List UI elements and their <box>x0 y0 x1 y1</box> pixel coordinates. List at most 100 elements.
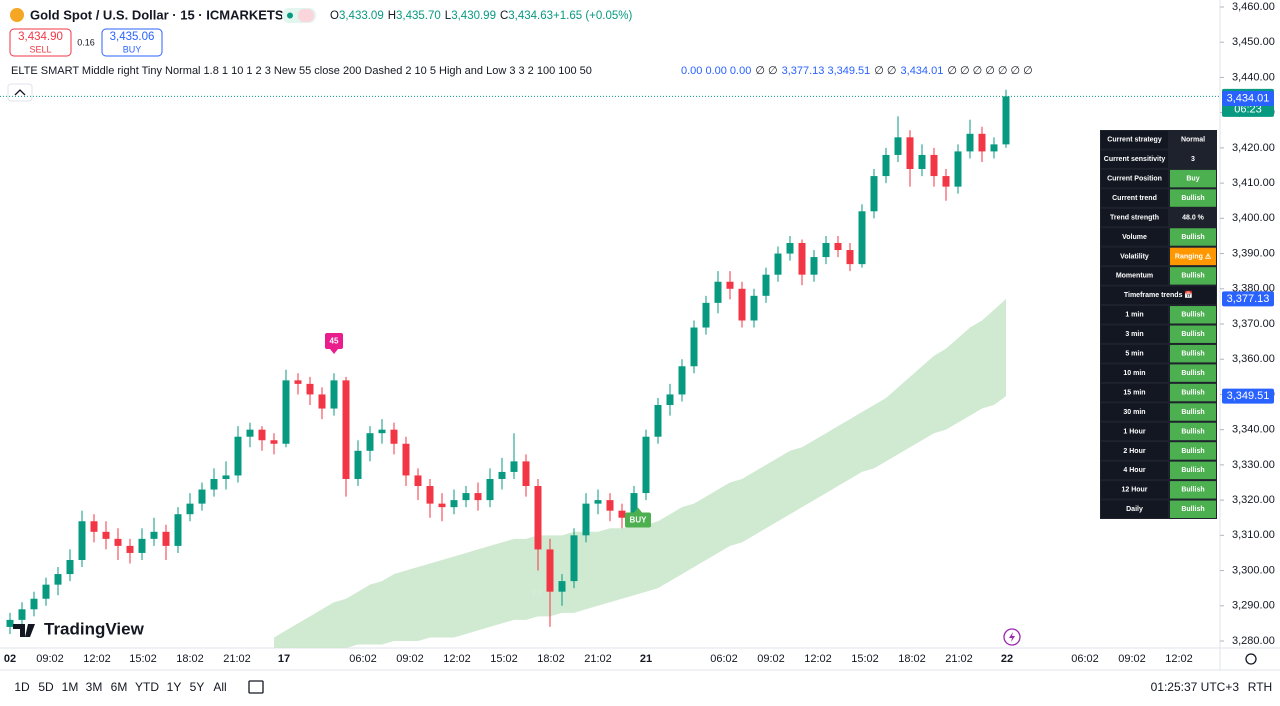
candle-body <box>510 461 518 472</box>
session[interactable]: RTH <box>1248 680 1272 694</box>
table-cell <box>1101 306 1168 324</box>
candle-body <box>294 380 302 384</box>
logo-mark <box>13 624 35 637</box>
marker-label: 45 <box>330 337 339 346</box>
candle-body <box>918 154 926 170</box>
settings-icon[interactable] <box>1245 653 1257 665</box>
y-tick-label: 3,410.00 <box>1232 177 1275 189</box>
table-cell <box>1170 403 1216 421</box>
candle-body <box>954 151 962 187</box>
period-button[interactable]: 3M <box>86 680 103 694</box>
price-badge-countdown: 06:23 <box>1234 103 1262 115</box>
sell-button[interactable] <box>9 28 72 57</box>
y-tick-label: 3,420.00 <box>1232 142 1275 154</box>
alert-icon[interactable] <box>1003 628 1021 646</box>
x-tick-label: 17 <box>278 653 290 665</box>
candle-body <box>486 478 494 501</box>
candle-body <box>354 450 362 479</box>
table-cell <box>1101 422 1168 441</box>
table-cell <box>1170 422 1216 441</box>
candle-body <box>342 380 350 479</box>
table-value: Normal <box>1181 137 1205 144</box>
y-tick-label: 3,280.00 <box>1232 635 1275 647</box>
y-tick-label: 3,390.00 <box>1232 247 1275 259</box>
table-value: Bullish <box>1181 506 1204 513</box>
x-tick-label: 18:02 <box>176 653 204 665</box>
collapse-icon <box>14 89 26 96</box>
calendar-icon[interactable] <box>248 680 264 694</box>
table-value: Ranging ⚠ <box>1175 252 1212 260</box>
candle-body <box>930 154 938 177</box>
period-button[interactable]: 1D <box>14 680 30 694</box>
logo: TradingView <box>13 619 145 638</box>
period-button[interactable]: 1Y <box>167 680 182 694</box>
period-button[interactable]: All <box>213 680 226 694</box>
x-tick-label: 06:02 <box>710 653 738 665</box>
table-value: Bullish <box>1181 370 1204 377</box>
candle-body <box>894 137 902 155</box>
table-label: Current sensitivity <box>1104 156 1166 163</box>
x-tick-label: 12:02 <box>83 653 111 665</box>
candle-body <box>366 433 374 451</box>
x-tick-label: 21:02 <box>584 653 612 665</box>
candle-body <box>846 250 854 265</box>
table-label: Volume <box>1122 234 1147 241</box>
status-dot <box>287 12 293 19</box>
period-button[interactable]: 5Y <box>190 680 205 694</box>
candle-body <box>762 274 770 296</box>
period-button[interactable]: 1M <box>62 680 79 694</box>
ohlc: O3,433.09 H3,435.70 L3,430.99 C3,434.63+1.6… <box>330 10 632 22</box>
collapse-button[interactable] <box>7 83 33 102</box>
table-cell <box>1101 267 1168 285</box>
table-cell <box>1101 150 1168 168</box>
candle-body <box>498 471 506 479</box>
table-cell <box>1101 169 1168 188</box>
table-label: Current trend <box>1112 195 1157 202</box>
marker-box <box>625 512 651 528</box>
table-cell <box>1170 189 1216 207</box>
table-cell <box>1170 150 1216 168</box>
candle-body <box>6 619 14 627</box>
price-badge <box>1222 91 1274 107</box>
table-cell <box>1170 383 1216 402</box>
table-label: 1 min <box>1125 312 1143 319</box>
period-button[interactable]: YTD <box>135 680 159 694</box>
x-tick-label: 09:02 <box>1118 653 1146 665</box>
table-label: Current strategy <box>1107 137 1162 144</box>
candle-body <box>102 531 110 539</box>
candle-body <box>462 493 470 501</box>
indicator-value: ∅ ∅ ∅ ∅ ∅ ∅ ∅ <box>947 65 1032 77</box>
table-cell <box>1170 481 1216 499</box>
table-cell <box>1101 500 1168 518</box>
candle-body <box>258 429 266 441</box>
y-tick-label: 3,300.00 <box>1232 564 1275 576</box>
logo-text: TradingView <box>44 619 145 638</box>
table-value: Bullish <box>1181 487 1204 494</box>
candle-body <box>966 133 974 152</box>
table-cell <box>1101 442 1168 460</box>
table-cell <box>1101 131 1168 149</box>
buy-button[interactable] <box>101 28 163 57</box>
table-cell <box>1101 364 1168 382</box>
candle-body <box>378 429 386 434</box>
candle-body <box>270 440 278 444</box>
candle-body <box>882 154 890 177</box>
candle-body <box>174 514 182 546</box>
table-cell <box>1101 228 1168 246</box>
table-value: Bullish <box>1181 351 1204 358</box>
candle-body <box>558 581 566 592</box>
price-badge <box>1222 291 1274 307</box>
x-tick-label: 21:02 <box>223 653 251 665</box>
y-tick-label: 3,440.00 <box>1232 71 1275 83</box>
candle-body <box>306 383 314 395</box>
band-area <box>274 298 1006 648</box>
candle-body <box>222 475 230 479</box>
table-value: Buy <box>1186 175 1199 182</box>
period-button[interactable]: 6M <box>111 680 128 694</box>
indicator-value: ∅ ∅ <box>874 65 896 77</box>
candle-body <box>534 486 542 550</box>
table-header: Timeframe trends 📅 <box>1124 290 1193 299</box>
period-button[interactable]: 5D <box>38 680 54 694</box>
status-pill[interactable] <box>298 9 314 22</box>
